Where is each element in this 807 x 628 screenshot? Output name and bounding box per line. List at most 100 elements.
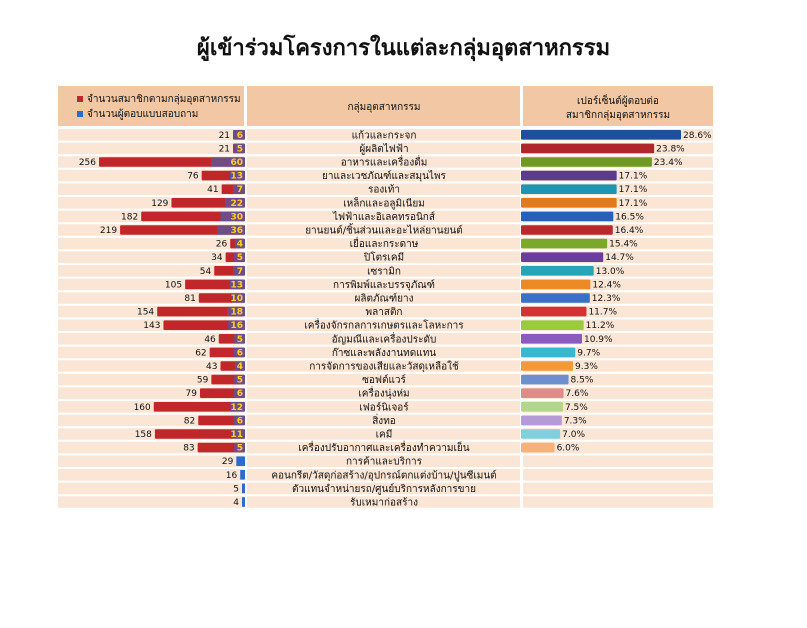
respondents-bar (211, 157, 245, 167)
members-value-label: 158 (135, 430, 152, 440)
row-bg-group (247, 401, 520, 413)
percent-bar (521, 334, 582, 344)
members-bar (99, 157, 245, 167)
row-bg-percent (523, 319, 713, 331)
respondents-bar (229, 279, 245, 290)
members-value-label: 21 (219, 131, 230, 141)
row-bg-left (58, 278, 244, 291)
row-bg-percent (523, 265, 713, 277)
respondents-bar (233, 415, 245, 426)
respondents-value-label: 60 (230, 158, 243, 168)
percent-value-label: 15.4% (609, 240, 638, 250)
members-value-label: 21 (219, 144, 230, 154)
row-bg-group (247, 428, 520, 440)
row-bg-left (58, 129, 244, 141)
percent-value-label: 23.4% (654, 158, 683, 168)
respondents-bar (230, 402, 245, 412)
respondents-value-label: 18 (230, 308, 243, 318)
members-value-label: 129 (151, 199, 168, 209)
industry-group-label: ปิโตรเคมี (363, 251, 404, 264)
row-bg-group (247, 333, 520, 345)
percent-bar (521, 198, 617, 208)
percent-value-label: 11.2% (586, 321, 615, 331)
percent-bar (521, 306, 587, 317)
row-bg-left (58, 496, 244, 508)
row-bg-percent (523, 305, 713, 318)
respondents-bar (233, 347, 245, 358)
members-value-label: 79 (185, 389, 197, 399)
industry-group-label: ซอฟต์แวร์ (362, 374, 406, 386)
industry-group-label: เซรามิก (367, 266, 401, 277)
respondents-value-label: 5 (237, 253, 243, 263)
row-bg-left (58, 169, 244, 182)
respondents-bar (217, 225, 245, 235)
percent-value-label: 7.0% (562, 430, 585, 440)
row-bg-left (58, 373, 244, 386)
row-bg-group (247, 197, 520, 209)
members-value-label: 219 (100, 226, 117, 236)
row-bg-group (247, 387, 520, 399)
row-bg-group (247, 455, 520, 467)
legend-members-label: จำนวนสมาชิกตามกลุ่มอุตสาหกรรม (87, 94, 241, 105)
respondents-value-label: 16 (226, 471, 238, 481)
row-bg-left (58, 142, 244, 155)
members-value-label: 160 (134, 403, 151, 413)
percent-bar (521, 279, 591, 290)
percent-value-label: 28.6% (683, 131, 712, 141)
percent-bar (521, 170, 617, 181)
percent-bar (521, 238, 608, 249)
members-value-label: 46 (204, 335, 216, 345)
members-value-label: 154 (137, 308, 154, 318)
percent-value-label: 6.0% (557, 444, 580, 454)
respondents-value-label: 4 (237, 362, 243, 372)
industry-group-label: ยาและเวชภัณฑ์และสมุนไพร (322, 170, 447, 182)
row-bg-group (247, 183, 520, 195)
percent-value-label: 17.1% (619, 185, 648, 195)
industry-group-label: อัญมณีและเครื่องประดับ (332, 331, 437, 345)
legend-members-swatch (77, 96, 83, 102)
row-bg-group (247, 414, 520, 427)
percent-value-label: 12.3% (592, 294, 621, 304)
respondents-bar (234, 361, 245, 371)
industry-group-label: ยานยนต์/ชิ้นส่วนและอะไหล่ยานยนต์ (305, 223, 463, 237)
percent-bar (521, 402, 563, 412)
percent-bar (521, 429, 561, 439)
respondents-value-label: 5 (237, 144, 243, 154)
row-bg-percent (523, 278, 713, 291)
percent-value-label: 14.7% (605, 253, 634, 263)
percent-value-label: 17.1% (619, 199, 648, 209)
row-bg-left (58, 237, 244, 250)
members-value-label: 105 (165, 280, 182, 290)
row-bg-group (247, 482, 520, 495)
respondents-bar (234, 238, 245, 249)
percent-value-label: 17.1% (619, 172, 648, 182)
row-bg-percent (523, 428, 713, 440)
legend-header-cell (58, 86, 244, 126)
row-bg-group (247, 305, 520, 318)
percent-value-label: 8.5% (571, 376, 594, 386)
respondents-value-label: 10 (230, 294, 243, 304)
percent-value-label: 7.5% (565, 403, 588, 413)
row-bg-percent (523, 224, 713, 236)
row-bg-group (247, 496, 520, 508)
row-bg-percent (523, 333, 713, 345)
members-bar (163, 320, 245, 330)
percent-value-label: 9.7% (577, 348, 600, 358)
industry-group-label: พลาสติก (366, 307, 403, 318)
respondents-bar (231, 293, 245, 303)
row-bg-left (58, 401, 244, 413)
row-bg-percent (523, 496, 713, 508)
members-value-label: 76 (187, 172, 199, 182)
members-value-label: 83 (183, 444, 194, 454)
row-bg-left (58, 414, 244, 427)
percent-bar (521, 320, 584, 330)
row-bg-left (58, 197, 244, 209)
respondents-value-label: 29 (222, 457, 234, 467)
row-bg-left (58, 387, 244, 399)
industry-group-label: สิ่งทอ (372, 413, 396, 427)
members-bar (141, 211, 245, 222)
members-value-label: 34 (211, 253, 223, 263)
chart-title: ผู้เข้าร่วมโครงการในแต่ละกลุ่มอุตสาหกรรม (196, 35, 611, 61)
row-bg-left (58, 265, 244, 277)
